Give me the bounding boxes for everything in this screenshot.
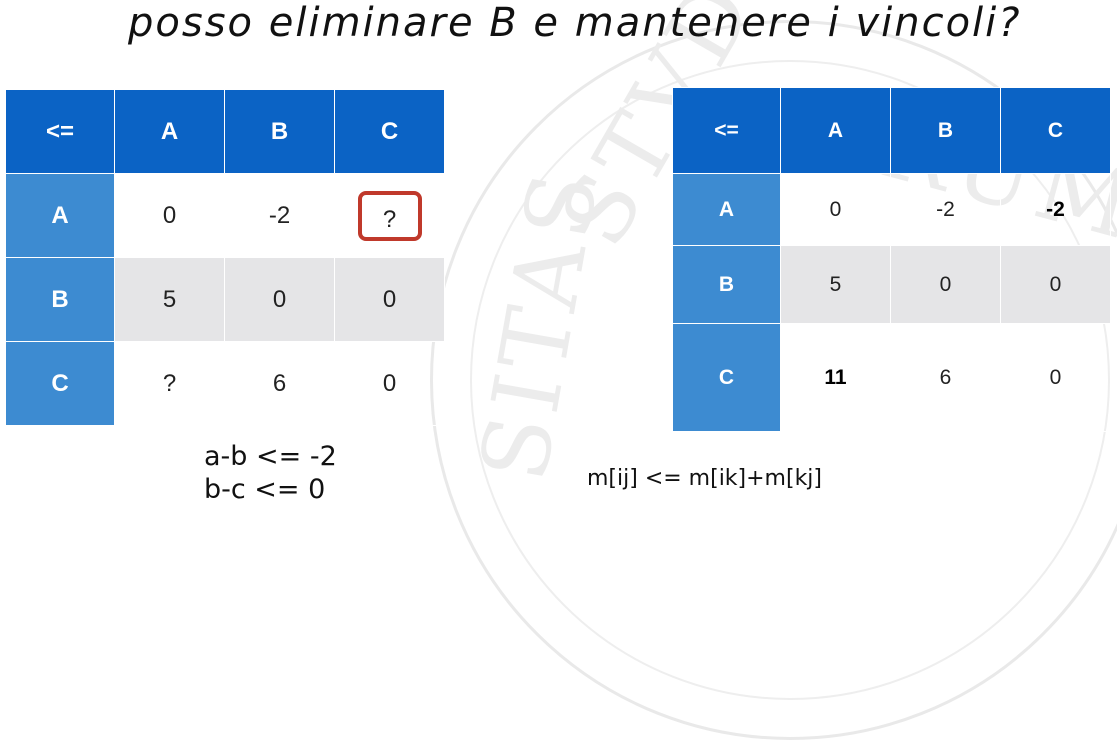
cell-b-b: 0 (224, 257, 335, 342)
table-row: C ? 6 0 (5, 341, 445, 426)
cell-b-b: 0 (890, 245, 1001, 324)
table-row: C 11 6 0 (672, 323, 1111, 432)
header-corner: <= (5, 89, 115, 174)
table-row: A 0 -2 ? (5, 173, 445, 258)
slide-title: posso eliminare B e mantenere i vincoli? (128, 0, 1022, 46)
cell-a-b: -2 (224, 173, 335, 258)
header-col-a: A (114, 89, 225, 174)
cell-b-a: 5 (114, 257, 225, 342)
constraints-list: a-b <= -2 b-c <= 0 (204, 440, 337, 506)
row-header-c: C (5, 341, 115, 426)
distance-matrix-right: <= A B C A 0 -2 -2 B 5 0 0 C 11 6 0 (672, 87, 1111, 432)
distance-matrix-left: <= A B C A 0 -2 ? B 5 0 0 C ? 6 0 (5, 89, 445, 426)
cell-a-b: -2 (890, 173, 1001, 246)
header-col-b: B (224, 89, 335, 174)
constraint-line: a-b <= -2 (204, 441, 337, 472)
header-col-b: B (890, 87, 1001, 174)
table-row: B 5 0 0 (672, 245, 1111, 324)
cell-c-c: 0 (1000, 323, 1111, 432)
cell-a-c: -2 (1000, 173, 1111, 246)
triangle-inequality-formula: m[ij] <= m[ik]+m[kj] (587, 466, 823, 491)
cell-b-c: 0 (334, 257, 445, 342)
header-col-a: A (780, 87, 891, 174)
cell-a-a: 0 (780, 173, 891, 246)
header-col-c: C (1000, 87, 1111, 174)
row-header-b: B (5, 257, 115, 342)
row-header-c: C (672, 323, 781, 432)
cell-c-a: 11 (780, 323, 891, 432)
table-row: B 5 0 0 (5, 257, 445, 342)
cell-c-b: 6 (224, 341, 335, 426)
cell-c-c: 0 (334, 341, 445, 426)
header-col-c: C (334, 89, 445, 174)
row-header-b: B (672, 245, 781, 324)
row-header-a: A (672, 173, 781, 246)
table-row: A 0 -2 -2 (672, 173, 1111, 246)
row-header-a: A (5, 173, 115, 258)
constraint-line: b-c <= 0 (204, 474, 326, 505)
cell-b-a: 5 (780, 245, 891, 324)
cell-c-b: 6 (890, 323, 1001, 432)
header-corner: <= (672, 87, 781, 174)
cell-b-c: 0 (1000, 245, 1111, 324)
cell-c-a: ? (114, 341, 225, 426)
cell-a-a: 0 (114, 173, 225, 258)
cell-a-c: ? (334, 173, 445, 258)
highlighted-unknown: ? (357, 190, 422, 241)
